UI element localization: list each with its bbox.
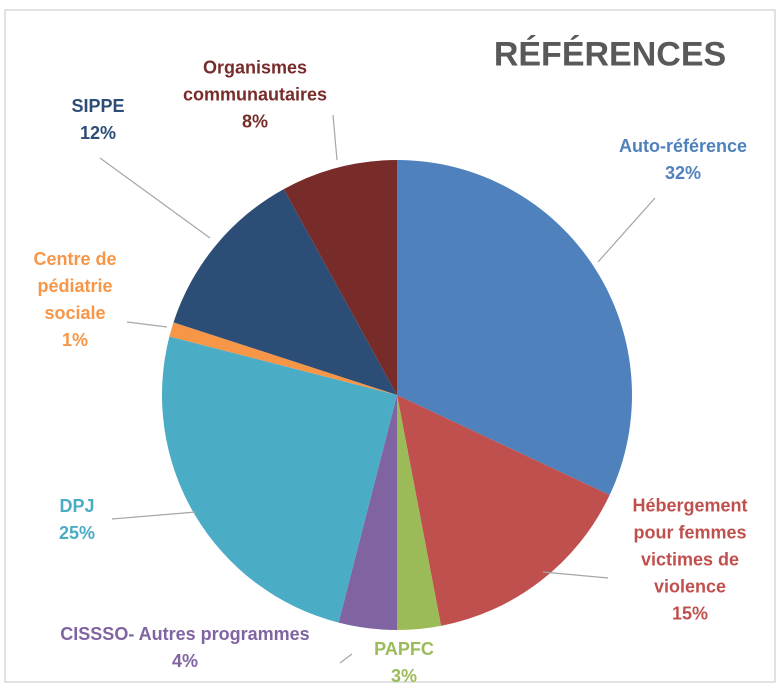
category-label: CISSSO- Autres programmes (60, 624, 310, 644)
category-label: Organismes communautaires (182, 57, 328, 105)
pie-slice (169, 322, 397, 395)
data-label: SIPPE 12% (71, 93, 124, 147)
category-label: Centre de pédiatrie sociale (33, 249, 117, 323)
data-label: DPJ 25% (59, 493, 95, 547)
pie-slice (338, 395, 397, 630)
pie-slice (161, 336, 397, 623)
value-label: 8% (241, 111, 268, 132)
value-label: 15% (671, 603, 709, 624)
data-label: PAPFC 3% (374, 636, 434, 685)
data-label: Centre de pédiatrie sociale 1% (20, 246, 130, 354)
data-label: Hébergement pour femmes victimes de viol… (610, 493, 770, 628)
value-label: 1% (61, 330, 88, 350)
data-label: CISSSO- Autres programmes 4% (60, 621, 309, 675)
leader-line (126, 321, 168, 328)
data-label: Organismes communautaires 8% (155, 55, 355, 136)
pie-slice (397, 395, 610, 626)
data-label: Auto-référence 32% (619, 133, 747, 187)
value-label: 4% (171, 651, 198, 671)
value-label: 12% (79, 123, 117, 143)
pie-slice (397, 160, 632, 496)
category-label: SIPPE (71, 96, 125, 116)
category-label: DPJ (59, 496, 95, 516)
value-label: 3% (390, 666, 418, 685)
leader-line (111, 511, 197, 520)
pie-slice (397, 395, 442, 630)
category-label: Hébergement pour femmes victimes de viol… (632, 495, 748, 597)
chart-title: RÉFÉRENCES (493, 35, 727, 74)
frame (4, 9, 776, 683)
leader-line (339, 653, 353, 664)
pie-slice (283, 160, 397, 395)
pie-slice (173, 189, 397, 395)
value-label: 32% (664, 163, 702, 183)
value-label: 25% (58, 523, 96, 543)
leader-line (99, 157, 211, 239)
leader-line (597, 197, 656, 263)
category-label: PAPFC (374, 639, 434, 659)
leader-line (542, 571, 609, 579)
category-label: Auto-référence (618, 136, 748, 156)
leader-line (332, 114, 338, 161)
